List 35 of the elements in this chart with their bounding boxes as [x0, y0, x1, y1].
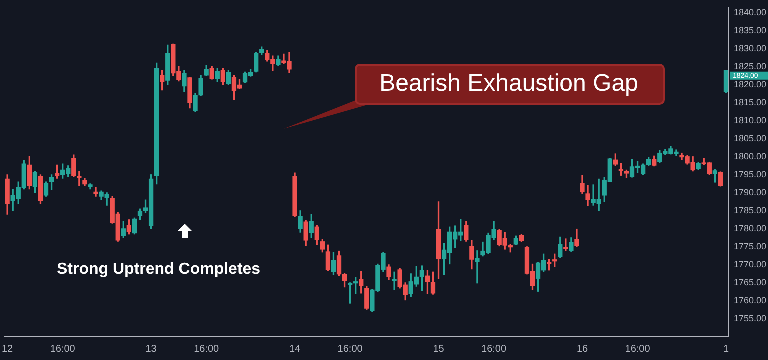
x-tick-label: 16:00 [338, 344, 364, 355]
y-tick-label: 1825.00 [734, 61, 767, 72]
y-tick-label: 1780.00 [734, 223, 767, 234]
x-tick-label: 16:00 [194, 344, 220, 355]
candlestick [392, 272, 397, 290]
x-tick-label: 1 [723, 344, 730, 355]
y-tick-label: 1820.00 [734, 79, 767, 90]
x-tick-label: 16 [576, 344, 588, 355]
x-tick-label: 13 [146, 344, 158, 355]
candlestick [475, 250, 480, 284]
y-tick-label: 1810.00 [734, 115, 767, 126]
y-tick-label: 1800.00 [734, 151, 767, 162]
y-tick-label: 1830.00 [734, 43, 767, 54]
annotation: Strong Uptrend Completes [57, 261, 261, 279]
y-tick-label: 1785.00 [734, 205, 767, 216]
x-tick-label: 16:00 [625, 344, 651, 355]
y-tick-label: 1815.00 [734, 97, 767, 108]
x-tick-label: 16:00 [50, 344, 76, 355]
y-tick-label: 1835.00 [734, 25, 767, 36]
y-tick-label: 1770.00 [734, 259, 767, 270]
y-tick-label: 1755.00 [734, 313, 767, 324]
y-tick-label: 1790.00 [734, 187, 767, 198]
annotation: Bearish Exhaustion Gap [355, 64, 663, 104]
y-tick-label: 1795.00 [734, 169, 767, 180]
x-tick-label: 14 [289, 344, 302, 355]
y-tick-label: 1775.00 [734, 241, 767, 252]
x-tick-label: 16:00 [482, 344, 507, 355]
candlestick [94, 187, 98, 197]
y-tick-label: 1760.00 [734, 295, 767, 306]
x-tick-label: 12 [2, 344, 14, 355]
y-tick-label: 1765.00 [734, 277, 767, 288]
y-tick-label: 1840.00 [734, 7, 767, 18]
candlestick [77, 170, 82, 186]
x-tick-label: 15 [433, 344, 445, 355]
y-tick-label: 1805.00 [734, 133, 767, 144]
